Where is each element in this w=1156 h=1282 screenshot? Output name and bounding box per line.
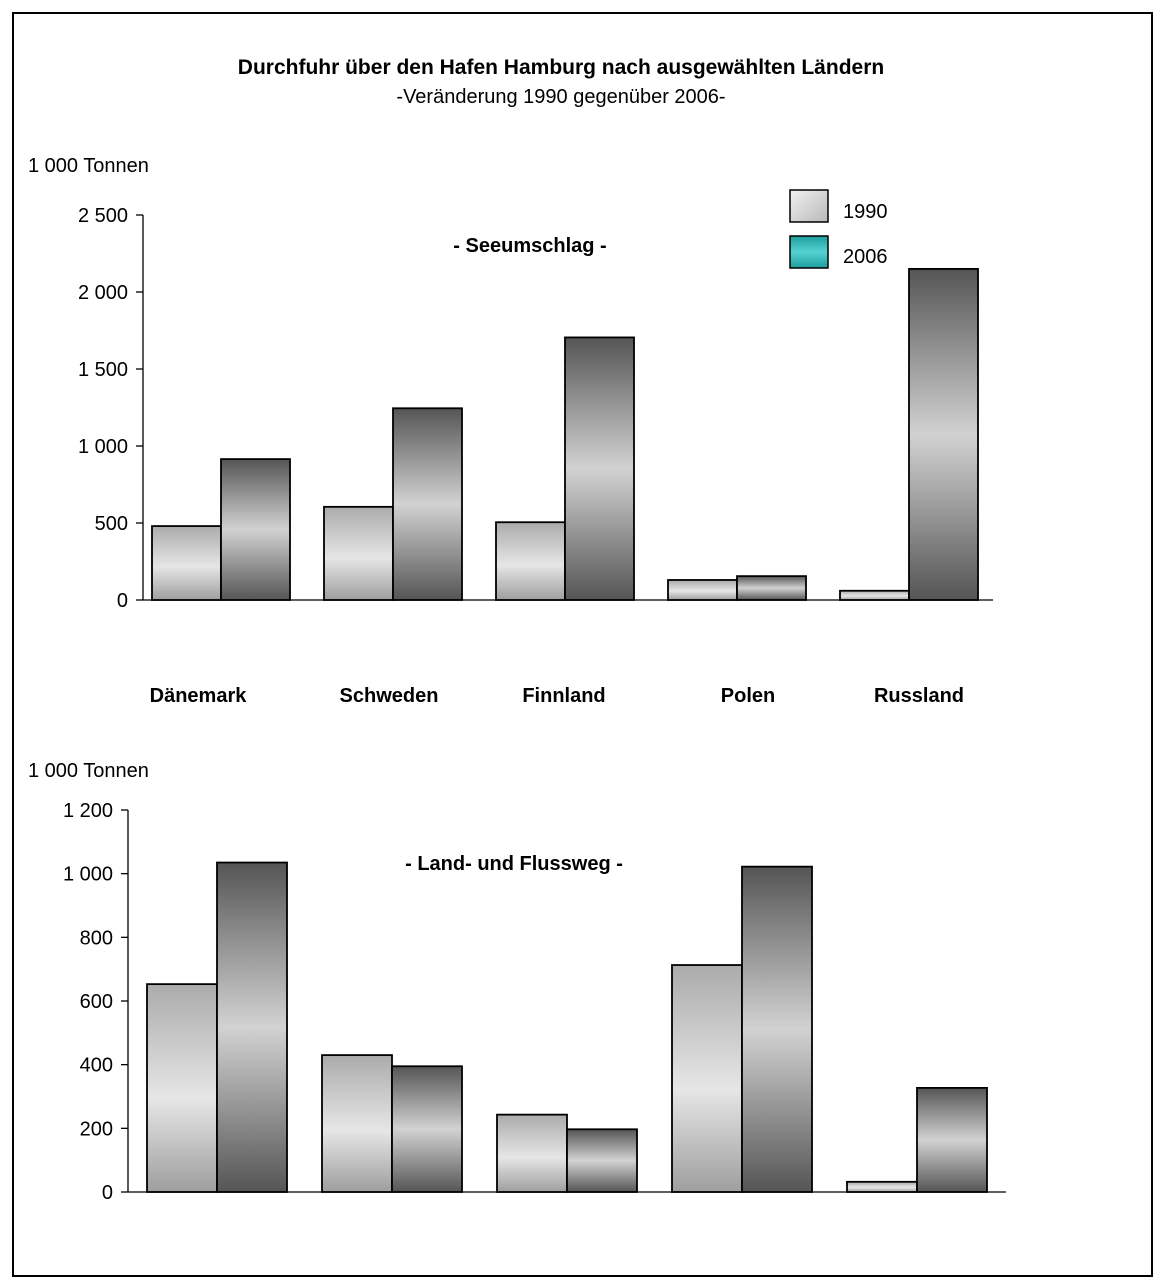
land-und-flussweg-y-tick-label: 600 bbox=[80, 991, 113, 1013]
bar-land-und-flussweg-finnland-1990 bbox=[496, 1113, 568, 1193]
bar-land-und-flussweg-polen-2006 bbox=[741, 865, 813, 1193]
chart-title: Durchfuhr über den Hafen Hamburg nach au… bbox=[238, 56, 884, 79]
bar-seeumschlag-russland-1990 bbox=[839, 589, 910, 601]
seeumschlag-y-tick-label: 2 000 bbox=[78, 282, 128, 304]
bar-seeumschlag-schweden-2006 bbox=[392, 407, 463, 601]
land-und-flussweg-y-tick-label: 1 200 bbox=[63, 800, 113, 822]
panel-land-und-flussweg: 1 000 Tonnen - Land- und Flussweg - 0 200… bbox=[28, 760, 1006, 1204]
category-label-russland: Russland bbox=[874, 685, 964, 707]
panel-land-und-flussweg-ylabel: 1 000 Tonnen bbox=[28, 760, 149, 782]
legend-label-1990: 1990 bbox=[843, 201, 888, 223]
panel-seeumschlag-title: - Seeumschlag - bbox=[453, 235, 606, 257]
land-und-flussweg-y-tick-label: 400 bbox=[80, 1055, 113, 1077]
seeumschlag-y-tick-label: 1 000 bbox=[78, 436, 128, 458]
bar-land-und-flussweg-schweden-2006 bbox=[391, 1065, 463, 1193]
bar-land-und-flussweg-finnland-2006 bbox=[566, 1128, 638, 1193]
category-label-finnland: Finnland bbox=[522, 685, 605, 707]
land-und-flussweg-y-tick-label: 1 000 bbox=[63, 864, 113, 886]
bar-seeumschlag-finnland-1990 bbox=[495, 521, 566, 601]
seeumschlag-y-tick-label: 500 bbox=[95, 513, 128, 535]
panel-seeumschlag: 1 000 Tonnen - Seeumschlag - 0 500 1 000 1 … bbox=[28, 155, 993, 612]
category-label-daenemark: Dänemark bbox=[150, 685, 248, 707]
bar-seeumschlag-schweden-1990 bbox=[323, 505, 394, 601]
seeumschlag-y-tick-label: 0 bbox=[117, 590, 128, 612]
land-und-flussweg-y-tick-label: 800 bbox=[80, 927, 113, 949]
bar-seeumschlag-polen-2006 bbox=[736, 575, 807, 601]
seeumschlag-y-tick-label: 1 500 bbox=[78, 359, 128, 381]
bar-land-und-flussweg-schweden-1990 bbox=[321, 1054, 393, 1193]
category-labels: Dänemark Schweden Finnland Polen Russlan… bbox=[150, 685, 964, 707]
chart-subtitle: -Veränderung 1990 gegenüber 2006- bbox=[396, 86, 725, 108]
bar-land-und-flussweg-russland-1990 bbox=[846, 1180, 918, 1193]
land-und-flussweg-y-tick-label: 0 bbox=[102, 1182, 113, 1204]
bar-land-und-flussweg-russland-2006 bbox=[916, 1087, 988, 1193]
legend: 1990 2006 bbox=[789, 189, 888, 269]
panel-land-und-flussweg-title: - Land- und Flussweg - bbox=[405, 853, 623, 875]
panel-seeumschlag-ylabel: 1 000 Tonnen bbox=[28, 155, 149, 177]
bar-seeumschlag-daenemark-1990 bbox=[151, 525, 222, 601]
legend-label-2006: 2006 bbox=[843, 246, 888, 268]
legend-swatch-1990 bbox=[789, 189, 829, 223]
bar-seeumschlag-polen-1990 bbox=[667, 579, 738, 601]
legend-swatch-2006 bbox=[789, 235, 829, 269]
bar-land-und-flussweg-polen-1990 bbox=[671, 964, 743, 1193]
category-label-polen: Polen bbox=[721, 685, 775, 707]
bar-seeumschlag-finnland-2006 bbox=[564, 336, 635, 601]
bar-seeumschlag-russland-2006 bbox=[908, 267, 979, 601]
bar-land-und-flussweg-daenemark-2006 bbox=[216, 861, 288, 1193]
seeumschlag-y-tick-label: 2 500 bbox=[78, 205, 128, 227]
land-und-flussweg-y-tick-label: 200 bbox=[80, 1118, 113, 1140]
category-label-schweden: Schweden bbox=[340, 685, 439, 707]
chart-frame bbox=[12, 12, 1153, 1277]
bar-land-und-flussweg-daenemark-1990 bbox=[146, 983, 218, 1193]
bar-seeumschlag-daenemark-2006 bbox=[220, 458, 291, 601]
